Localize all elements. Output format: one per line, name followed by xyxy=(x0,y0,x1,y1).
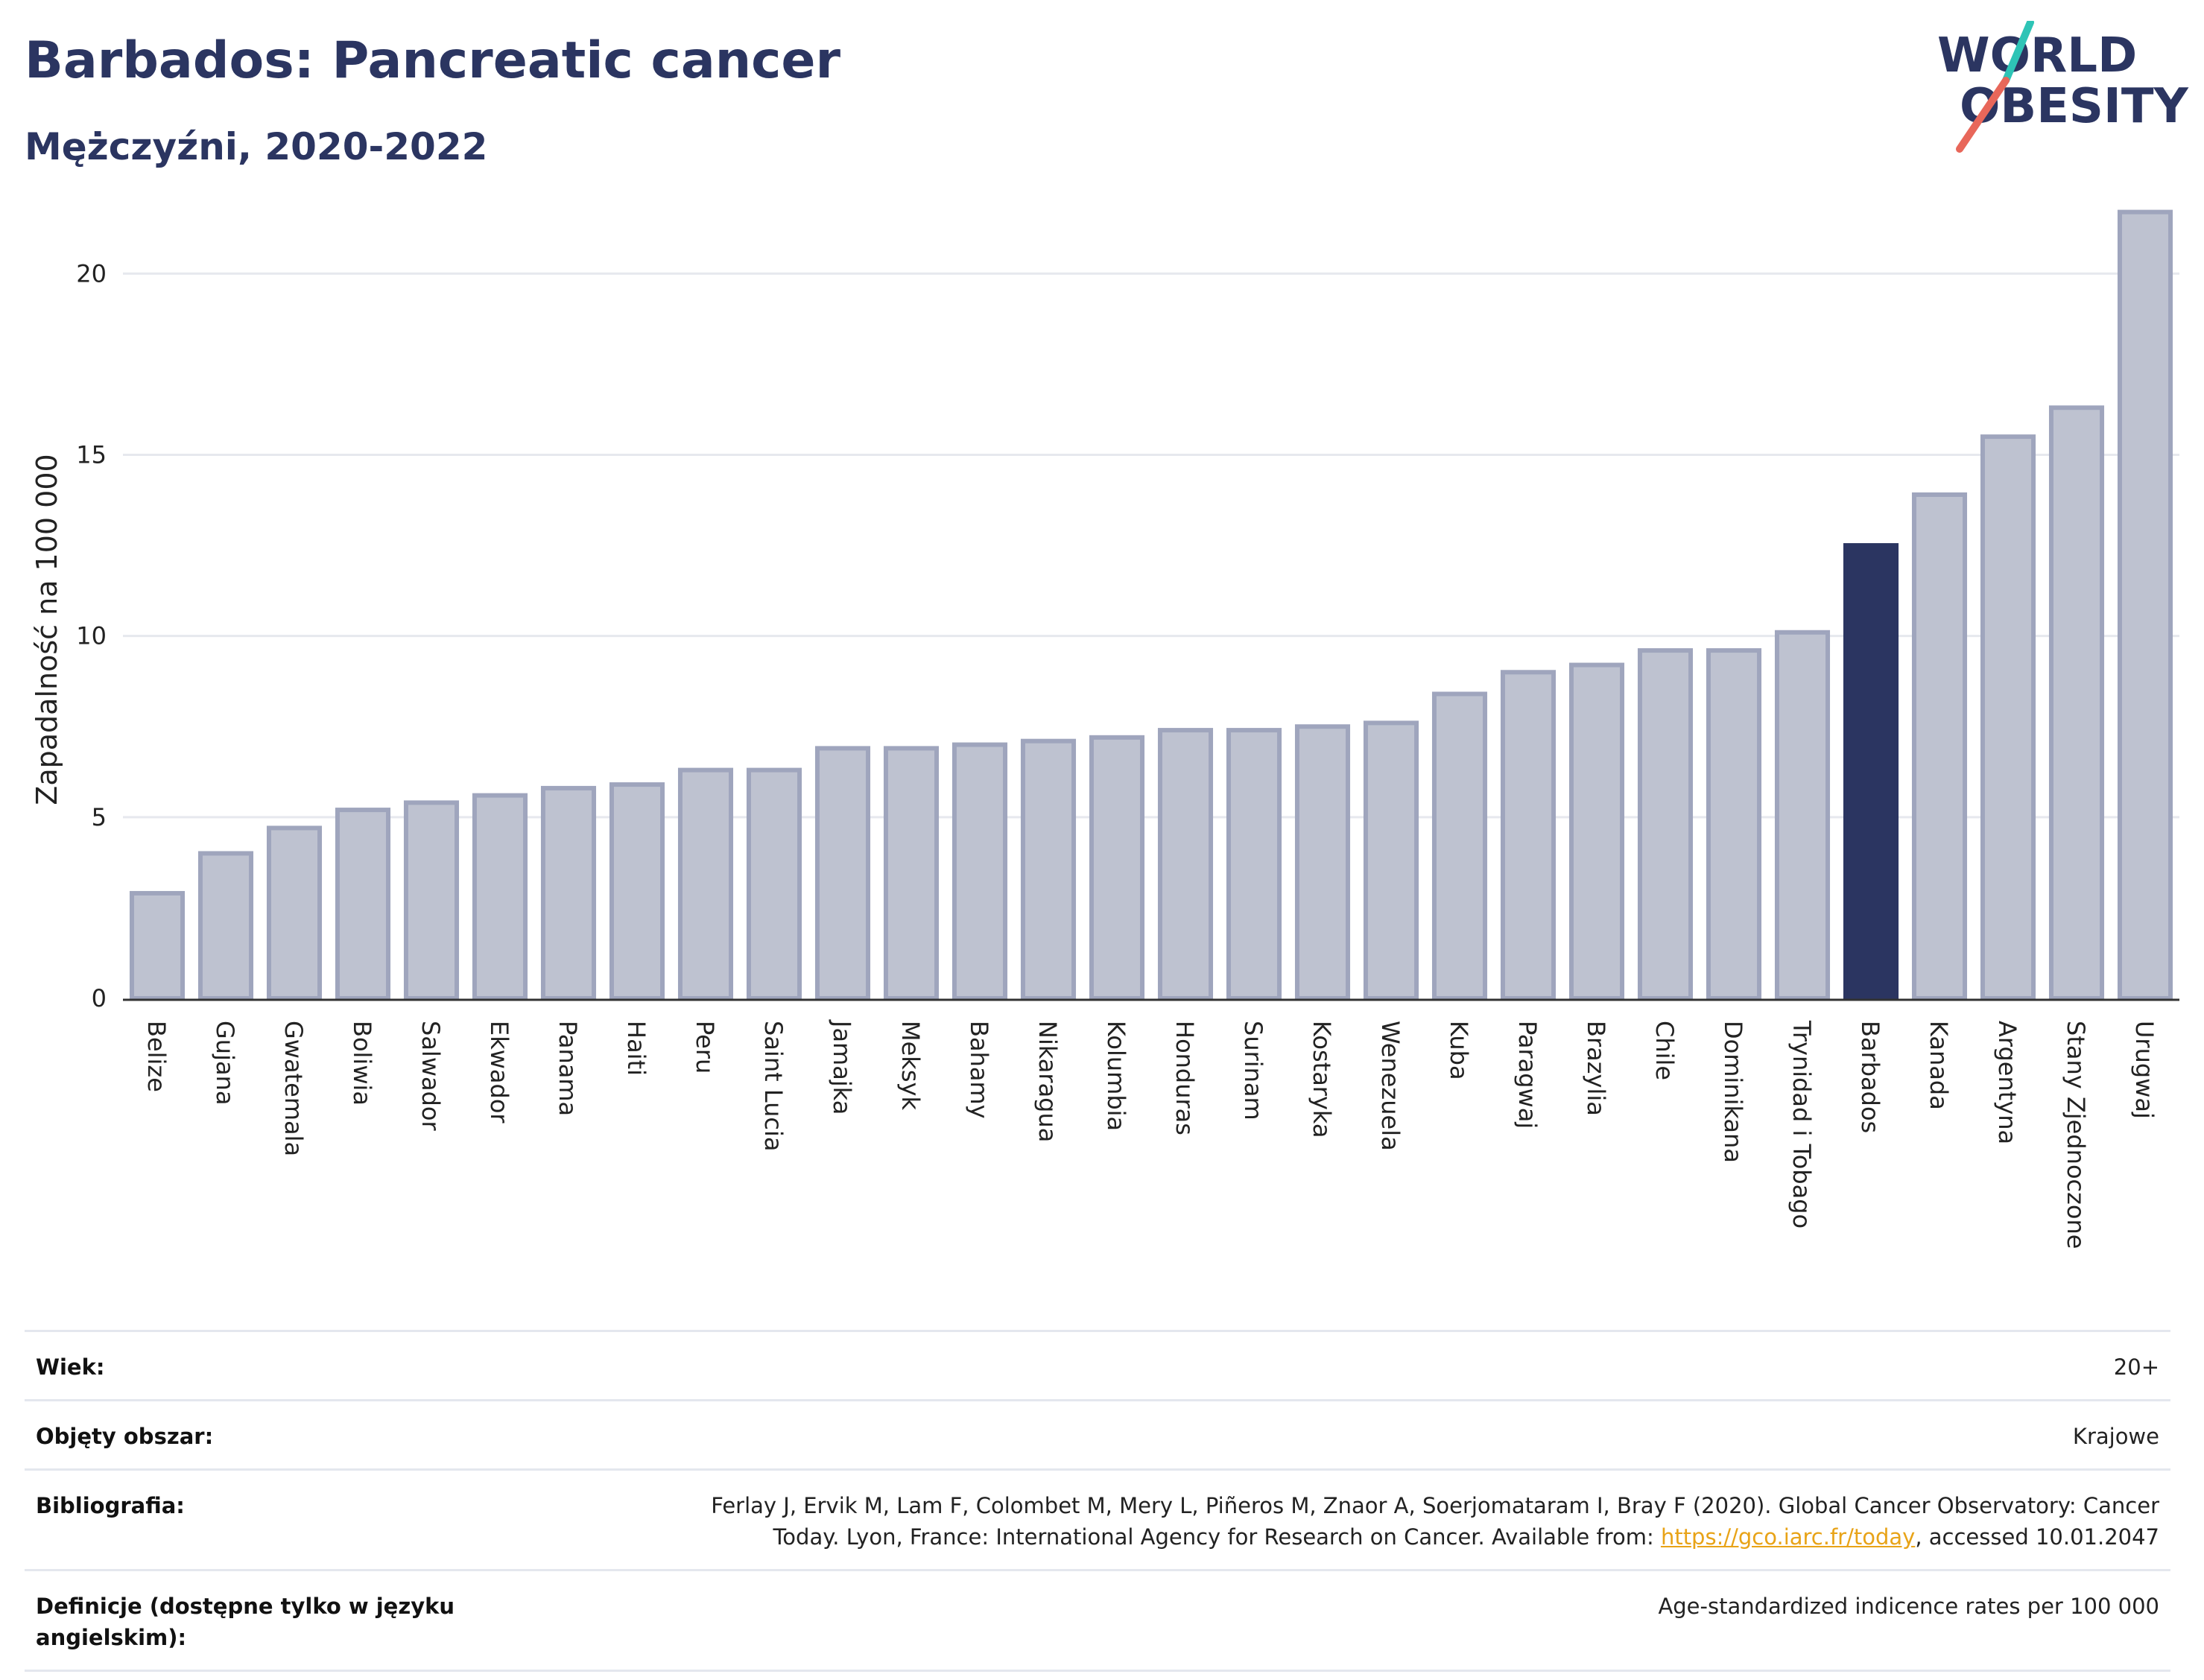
x-tick-label: Stany Zjednoczone xyxy=(2062,1021,2090,1249)
bar xyxy=(2048,405,2105,1001)
x-tick-label: Saint Lucia xyxy=(759,1021,788,1151)
bar xyxy=(1911,492,1968,1001)
x-tick-label: Gujana xyxy=(211,1021,239,1105)
x-tick-label: Chile xyxy=(1650,1021,1679,1080)
bar xyxy=(1157,728,1214,1001)
age-label: Wiek: xyxy=(36,1354,105,1380)
x-tick-label: Kolumbia xyxy=(1102,1021,1130,1131)
x-tick-label: Bahamy xyxy=(965,1021,993,1119)
definitions-label: Definicje (dostępne tylko w języku angie… xyxy=(36,1594,455,1650)
y-axis-label: Zapadalność na 100 000 xyxy=(31,454,63,805)
bar xyxy=(1431,691,1488,1001)
area-value: Krajowe xyxy=(2072,1424,2159,1449)
x-tick-label: Barbados xyxy=(1856,1021,1884,1133)
bar xyxy=(266,825,323,1001)
bar xyxy=(1226,728,1282,1001)
x-tick-label: Nikaragua xyxy=(1033,1021,1062,1142)
x-tick-label: Gwatemala xyxy=(279,1021,308,1156)
x-tick-label: Kostaryka xyxy=(1308,1021,1336,1138)
bar xyxy=(883,746,940,1001)
area-label: Objęty obszar: xyxy=(36,1424,214,1449)
bar xyxy=(472,793,528,1001)
info-row-age: Wiek: 20+ xyxy=(25,1330,2170,1399)
y-tick-label: 10 xyxy=(76,622,107,650)
bibliography-text-2: Today. Lyon, France: International Agenc… xyxy=(773,1524,1661,1550)
age-value: 20+ xyxy=(2113,1354,2159,1380)
bar xyxy=(1089,735,1145,1001)
x-tick-label: Belize xyxy=(142,1021,171,1092)
bar xyxy=(1637,648,1694,1001)
x-tick-label: Panama xyxy=(554,1021,582,1116)
bibliography-text-3: , accessed 10.01.2047 xyxy=(1915,1524,2159,1550)
bar xyxy=(814,746,871,1001)
definitions-value: Age-standardized indicence rates per 100… xyxy=(1658,1594,2159,1619)
info-row-area: Objęty obszar: Krajowe xyxy=(25,1399,2170,1468)
x-tick-label: Argentyna xyxy=(1993,1021,2021,1144)
x-tick-label: Honduras xyxy=(1171,1021,1199,1135)
x-tick-label: Boliwia xyxy=(348,1021,376,1106)
bar xyxy=(951,742,1008,1001)
bar xyxy=(2117,209,2173,1001)
x-tick-label: Wenezuela xyxy=(1376,1021,1405,1151)
bibliography-text-1: Ferlay J, Ervik M, Lam F, Colombet M, Me… xyxy=(711,1493,2159,1518)
x-tick-label: Dominikana xyxy=(1719,1021,1747,1163)
bar xyxy=(746,767,802,1001)
bar xyxy=(1500,670,1557,1001)
bar xyxy=(335,808,391,1001)
x-tick-label: Paragwaj xyxy=(1513,1021,1542,1129)
x-tick-label: Kuba xyxy=(1445,1021,1473,1080)
bar xyxy=(1980,434,2036,1001)
bar xyxy=(1706,648,1762,1001)
logo-line1: WORLD xyxy=(1937,28,2137,83)
bar xyxy=(540,785,597,1001)
chart-subtitle: Mężczyźni, 2020-2022 xyxy=(25,125,488,168)
x-tick-label: Ekwador xyxy=(485,1021,513,1123)
y-tick-label: 15 xyxy=(76,440,107,469)
x-tick-label: Urugwaj xyxy=(2130,1021,2159,1119)
bar xyxy=(677,767,734,1001)
logo-line2: OBESITY xyxy=(1960,79,2188,134)
info-table: Wiek: 20+ Objęty obszar: Krajowe Bibliog… xyxy=(25,1330,2170,1672)
bar xyxy=(197,851,254,1001)
chart-title: Barbados: Pancreatic cancer xyxy=(25,31,841,90)
bar xyxy=(609,782,665,1001)
bar xyxy=(1363,720,1419,1001)
bar xyxy=(1020,738,1077,1001)
x-tick-label: Meksyk xyxy=(896,1021,925,1110)
x-tick-label: Trynidad i Tobago xyxy=(1787,1020,1816,1229)
bibliography-link[interactable]: https://gco.iarc.fr/today xyxy=(1660,1524,1916,1550)
bar xyxy=(1568,662,1625,1001)
info-row-definitions: Definicje (dostępne tylko w języku angie… xyxy=(25,1569,2170,1672)
x-tick-label: Kanada xyxy=(1925,1021,1953,1110)
x-tick-label: Jamajka xyxy=(828,1019,856,1115)
bibliography-label: Bibliografia: xyxy=(36,1493,185,1518)
x-tick-label: Brazylia xyxy=(1582,1021,1610,1116)
x-tick-label: Salwador xyxy=(417,1021,445,1131)
y-tick-label: 5 xyxy=(92,803,107,831)
info-row-bibliography: Bibliografia: Ferlay J, Ervik M, Lam F, … xyxy=(25,1468,2170,1569)
x-tick-label: Surinam xyxy=(1239,1021,1267,1120)
bar xyxy=(1294,724,1351,1001)
bibliography-value: Ferlay J, Ervik M, Lam F, Colombet M, Me… xyxy=(513,1490,2159,1553)
y-tick-label: 0 xyxy=(92,984,107,1012)
x-tick-label: Haiti xyxy=(622,1021,650,1076)
x-tick-label: Peru xyxy=(691,1021,719,1074)
bar xyxy=(1843,543,1899,1001)
bar xyxy=(403,800,460,1001)
bar xyxy=(129,890,186,1001)
world-obesity-logo: WORLD OBESITY xyxy=(1937,21,2188,153)
y-tick-label: 20 xyxy=(76,259,107,288)
bar xyxy=(1774,630,1831,1001)
bar-chart: 0 5 10 15 20 Zapadalność na 100 000 Belize Guja… xyxy=(31,209,2179,1249)
